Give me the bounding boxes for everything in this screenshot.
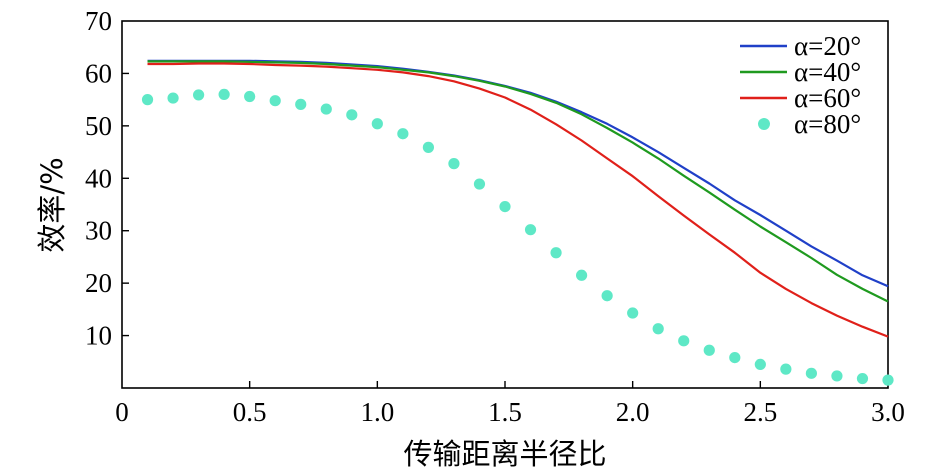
x-tick-label: 0 [115, 397, 129, 427]
series-4-point [601, 290, 613, 302]
y-tick-label: 70 [85, 6, 112, 36]
y-tick-label: 60 [85, 58, 112, 88]
series-4-point [703, 344, 715, 356]
series-2-line [147, 60, 889, 303]
y-tick-label: 20 [85, 268, 112, 298]
series-4-point [346, 109, 358, 121]
series-4-point [167, 92, 179, 104]
series-4-point [473, 178, 486, 190]
x-tick-label: 2.0 [616, 397, 650, 427]
series-4-point [397, 128, 409, 140]
legend-label: α=40° [794, 57, 861, 87]
x-axis-label: 传输距离半径比 [403, 437, 606, 470]
series-4-point [882, 374, 894, 386]
y-axis-label: 效率/% [35, 157, 69, 252]
y-tick-label: 10 [85, 321, 112, 351]
series-4-point [627, 307, 639, 319]
series-4-point [652, 323, 664, 335]
series-4-point [320, 103, 332, 115]
legend-swatch-point [758, 118, 770, 130]
legend-label: α=60° [794, 83, 861, 113]
series-4-point [244, 90, 256, 103]
y-tick-label: 40 [85, 163, 112, 193]
x-tick-label: 1.5 [488, 397, 522, 427]
y-tick-label: 30 [85, 216, 112, 246]
x-tick-label: 1.0 [360, 397, 394, 427]
series-4-point [218, 88, 230, 100]
series-4-point [805, 367, 818, 379]
series-4-point [780, 363, 792, 375]
series-4-point [831, 370, 843, 382]
legend-label: α=80° [794, 109, 861, 139]
series-4-point [550, 247, 562, 259]
series-4-point [193, 89, 205, 101]
series-3-line [147, 62, 889, 338]
series-4-point [141, 94, 154, 106]
series-4-point [371, 118, 383, 130]
x-tick-label: 0.5 [233, 397, 267, 427]
series-4-point [499, 200, 511, 213]
series-4-point [448, 158, 460, 170]
series-4-point [754, 358, 766, 371]
series-4-point [678, 335, 690, 347]
y-tick-label: 50 [85, 111, 112, 141]
series-1-line [147, 59, 889, 288]
series-4-point [269, 95, 281, 107]
series-4-point [524, 224, 537, 236]
series-4-point [295, 98, 307, 110]
series-4-point [856, 372, 869, 385]
legend-label: α=20° [794, 31, 861, 61]
x-tick-label: 3.0 [871, 397, 905, 427]
series-4-point [576, 269, 588, 281]
series-4-point [422, 141, 434, 153]
series-4-point [729, 351, 741, 364]
x-tick-label: 2.5 [743, 397, 777, 427]
